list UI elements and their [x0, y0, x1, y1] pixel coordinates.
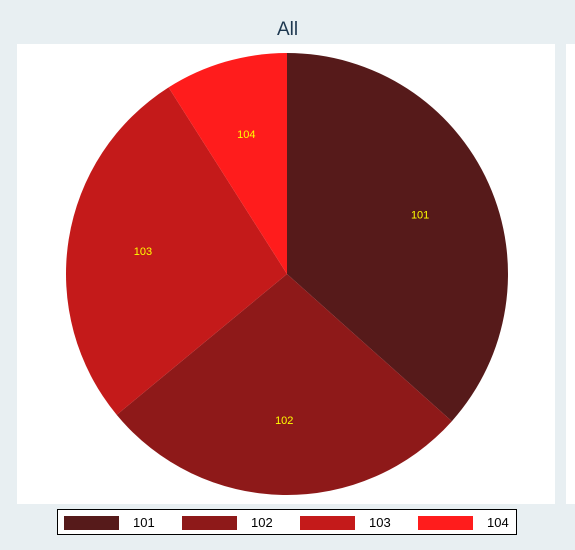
pie-slice-102: [116, 274, 452, 496]
pie-slice-label-103: 103: [134, 246, 152, 258]
plot-region-right-strip: [566, 44, 575, 504]
legend-label-103: 103: [369, 515, 391, 530]
legend-item-101: 101: [64, 515, 155, 530]
pie-slice-labels: 101 102 103 104: [134, 129, 430, 427]
legend-label-102: 102: [251, 515, 273, 530]
pie-slice-101: [287, 53, 509, 422]
pie-slices: [65, 53, 509, 496]
legend-swatch-101: [64, 515, 119, 530]
pie-slice-104: [168, 53, 287, 274]
legend-item-104: 104: [418, 515, 509, 530]
legend-swatch-104: [418, 515, 473, 530]
pie-slice-103: [65, 87, 287, 415]
pie-slice-label-104: 104: [237, 129, 255, 141]
pie-slice-label-102: 102: [275, 415, 293, 427]
legend-label-101: 101: [133, 515, 155, 530]
pie-slice-label-101: 101: [411, 209, 429, 221]
legend-label-104: 104: [487, 515, 509, 530]
legend-item-102: 102: [182, 515, 273, 530]
legend-item-103: 103: [300, 515, 391, 530]
legend: 101 102 103 104: [57, 509, 517, 535]
legend-swatch-102: [182, 515, 237, 530]
legend-swatch-103: [300, 515, 355, 530]
chart-title: All: [276, 19, 299, 40]
